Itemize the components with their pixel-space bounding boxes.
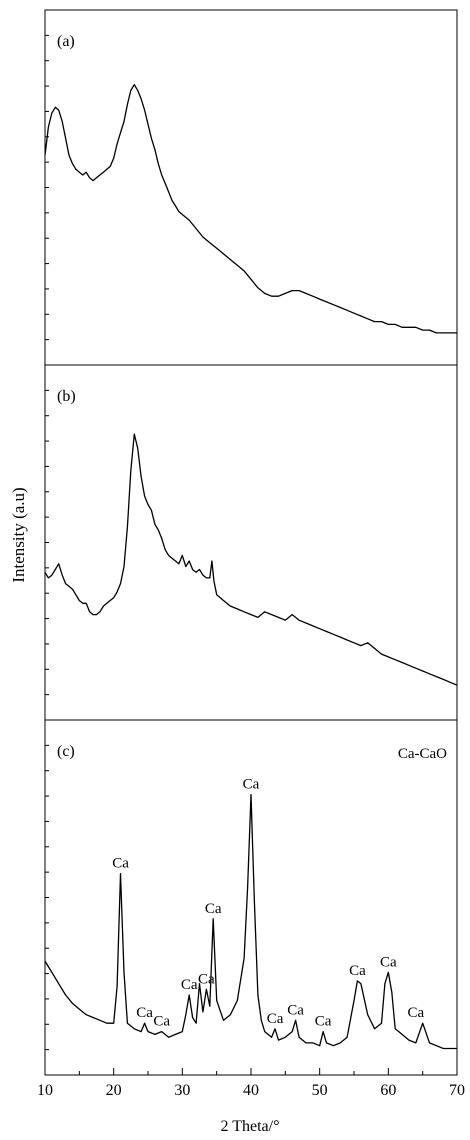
x-tick-label: 20 [106,1082,122,1099]
xrd-trace-2 [44,433,458,686]
peak-label: Ca [136,1005,153,1021]
xrd-trace-3 [44,794,457,1050]
panel-label: (c) [57,743,75,760]
x-tick-label: 10 [37,1082,53,1099]
panel-label: (a) [57,33,75,50]
x-axis-label: 2 Theta/° [221,1118,280,1135]
panel-frame [44,9,458,366]
x-tick-label: 30 [174,1082,190,1099]
peak-label: Ca [407,1005,424,1021]
peak-label: Ca [198,971,215,987]
panel-label: (b) [57,388,76,405]
panel-frame [44,364,458,721]
peak-label: Ca [181,977,198,993]
peak-label: Ca [243,777,260,793]
panel-annotation: Ca-CaO [398,746,447,762]
y-axis-label: Intensity (a.u) [9,487,28,582]
peak-label: Ca [112,856,129,872]
peak-label: Ca [287,1002,304,1018]
x-tick-label: 60 [380,1082,396,1099]
panel-frame [44,719,458,1076]
peak-label: Ca [153,1014,170,1030]
x-axis: 10 20 30 40 50 60 70 [37,1068,465,1099]
panel-2: (b) [44,364,458,721]
peak-label: Ca [267,1011,284,1027]
xrd-trace-1 [44,84,457,334]
peak-label: Ca [349,963,366,979]
peak-label: Ca [315,1014,332,1030]
peak-label: Ca [205,901,222,917]
x-tick-label: 50 [312,1082,328,1099]
x-tick-label: 70 [449,1082,465,1099]
panel-1: (a) [44,9,458,366]
x-tick-label: 40 [243,1082,259,1099]
peak-label: Ca [380,954,397,970]
